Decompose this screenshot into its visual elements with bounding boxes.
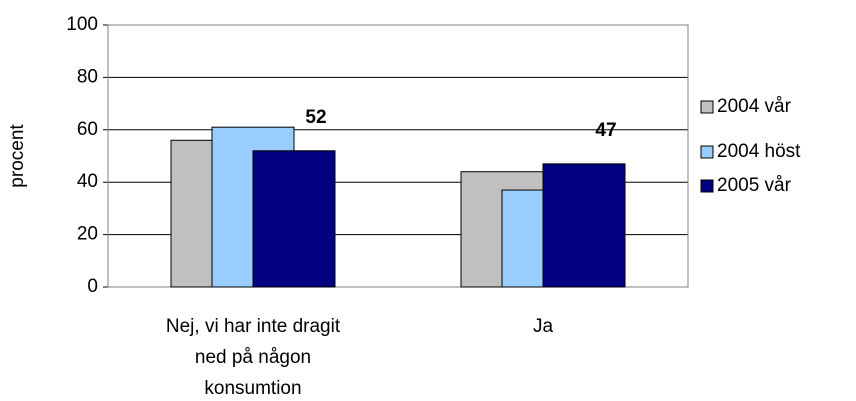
y-tick-label: 40 [77,171,98,192]
x-tick-label: Nej, vi har inte dragit [166,316,341,337]
x-tick-label: konsumtion [204,378,301,399]
y-tick-label: 20 [77,224,98,245]
bar [252,150,336,288]
legend-swatch [700,100,714,114]
y-tick-label: 80 [77,66,98,87]
y-tick-label: 60 [77,119,98,140]
legend-swatch [700,179,714,193]
y-axis-label: procent [7,124,28,188]
data-label: 47 [595,120,616,141]
legend-swatch [700,145,714,159]
legend-label: 2004 vår [717,96,792,117]
data-label: 52 [305,107,326,128]
bar [542,163,626,288]
y-tick-label: 0 [87,276,98,297]
plot-border [107,24,689,288]
x-tick-label: ned på någon [195,347,311,368]
legend-label: 2005 vår [717,175,792,196]
legend-label: 2004 höst [717,141,801,162]
x-tick-label: Ja [533,316,554,337]
y-tick-label: 100 [66,14,98,35]
